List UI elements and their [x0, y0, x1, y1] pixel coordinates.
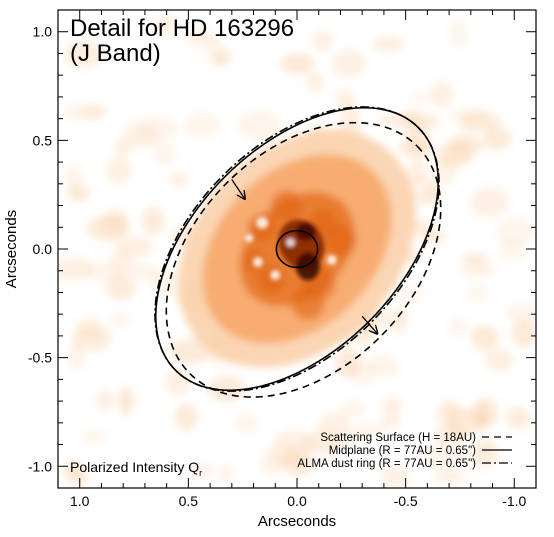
legend-entry-label: Midplane (R = 77AU = 0.65")	[329, 445, 476, 457]
x-tick-label: -0.5	[394, 493, 418, 509]
y-tick-label: -1.0	[28, 458, 52, 474]
legend-entry-label: ALMA dust ring (R = 77AU = 0.65")	[297, 458, 476, 470]
polarized-intensity-label-main: Polarized Intensity Q	[70, 459, 199, 475]
polarized-intensity-label-subscript: r	[199, 468, 202, 478]
direction-arrow-0	[231, 179, 245, 199]
x-axis-label: Arcseconds	[258, 513, 336, 530]
x-tick-label: 0.0	[287, 493, 307, 509]
chart-title-line1: Detail for HD 163296	[70, 15, 294, 42]
contour-ellipse-0	[165, 121, 442, 398]
contour-ellipse-3	[275, 229, 319, 269]
contour-overlays	[154, 106, 442, 398]
legend-entry-label: Scattering Surface (H = 18AU)	[320, 432, 476, 444]
y-tick-label: 1.0	[33, 24, 53, 40]
y-axis-label: Arcseconds	[3, 210, 20, 288]
y-tick-label: 0.5	[33, 132, 53, 148]
axis-ticks: 1.0 0.5 0.0 -0.5 -1.0 1.0 0.5 0.0 -0.5 -1.0	[28, 9, 537, 509]
chart-title-line2: (J Band)	[70, 40, 161, 67]
contour-ellipse-2	[154, 106, 440, 392]
polarized-intensity-image	[58, 10, 536, 488]
x-tick-label: -1.0	[502, 493, 526, 509]
polarized-intensity-label: Polarized Intensity Qr	[70, 459, 202, 478]
x-tick-label: 0.5	[179, 493, 199, 509]
legend: Scattering Surface (H = 18AU)Midplane (R…	[297, 432, 512, 470]
direction-arrow-1	[361, 315, 377, 333]
y-tick-label: -0.5	[28, 350, 52, 366]
y-tick-label: 0.0	[33, 241, 53, 257]
x-tick-label: 1.0	[70, 493, 90, 509]
